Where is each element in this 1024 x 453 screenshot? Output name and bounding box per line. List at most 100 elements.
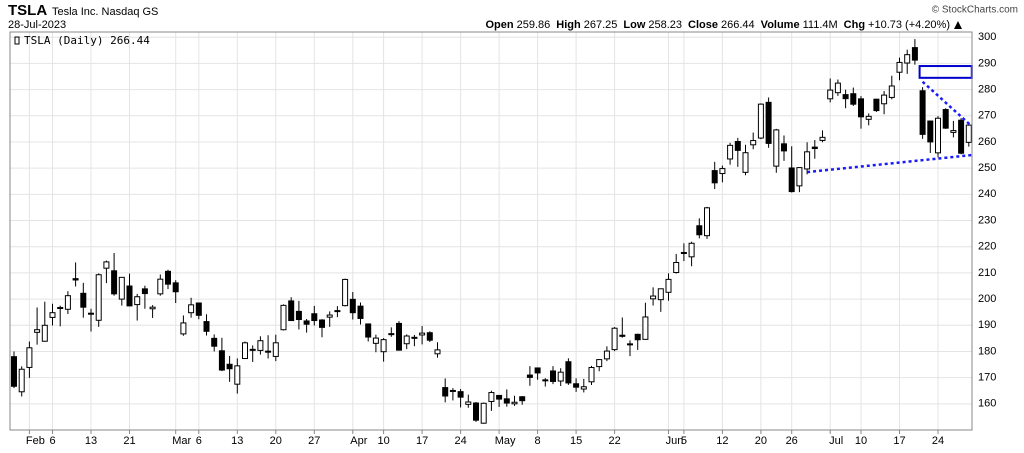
quote-value: 258.23 — [648, 19, 682, 31]
candle-body — [542, 379, 549, 382]
candle-body — [804, 151, 811, 170]
candle-body — [149, 306, 156, 310]
quote-value: +10.73 (+4.20%) — [868, 19, 950, 31]
candle-body — [211, 337, 218, 347]
candle-body — [642, 316, 649, 340]
candle-body — [49, 312, 56, 318]
candle-body — [303, 320, 310, 325]
candle-body — [18, 368, 25, 393]
candle-body — [704, 207, 710, 237]
candle-body — [958, 119, 965, 154]
candle-body — [388, 333, 395, 336]
x-tick-label: 15 — [570, 435, 582, 447]
candle-body — [727, 144, 734, 160]
x-tick-label: 13 — [85, 435, 97, 447]
candle-body — [711, 170, 718, 184]
candle-body — [750, 140, 757, 146]
plot-area: 160 170 180 190 200 210 220 230 240 250 260 270 280 2… — [10, 31, 996, 447]
candle-body — [88, 312, 94, 315]
quote-value: 259.86 — [517, 19, 551, 31]
candle-body — [734, 141, 741, 151]
quote: Open 259.86 High 267.25 Low 258.23 Close 266.44… — [486, 19, 951, 31]
candle-body — [742, 152, 749, 173]
candle-body — [288, 300, 295, 322]
candle-body — [519, 396, 526, 402]
x-tick-label: Apr — [350, 435, 367, 447]
y-tick-label: 300 — [978, 31, 996, 43]
candle-body — [111, 270, 118, 295]
candle-body — [226, 363, 233, 370]
candle-body — [811, 146, 818, 150]
candle-body — [842, 94, 849, 100]
candle-body — [796, 167, 803, 187]
candle-body — [688, 242, 695, 258]
x-tick-label: 10 — [377, 435, 389, 447]
candle-body — [272, 342, 279, 357]
candle-body — [218, 350, 225, 371]
candle-body — [565, 361, 572, 384]
candle-body — [950, 130, 957, 133]
y-tick-label: 290 — [978, 57, 996, 69]
x-tick-label: 20 — [755, 435, 767, 447]
y-tick-label: 270 — [978, 110, 996, 122]
candle-body — [819, 136, 826, 141]
y-tick-label: 190 — [978, 319, 996, 331]
candle-body — [781, 143, 787, 152]
x-tick-label: 12 — [716, 435, 728, 447]
y-tick-label: 220 — [978, 241, 996, 253]
candle-body — [34, 329, 41, 333]
candle-body — [419, 332, 426, 336]
candle-body — [57, 306, 64, 310]
candle-body — [935, 117, 941, 154]
candle-body — [480, 402, 487, 424]
candle-body — [141, 288, 148, 295]
x-tick-label: 24 — [454, 435, 466, 447]
x-tick-label: 17 — [416, 435, 428, 447]
candle-body — [249, 348, 256, 351]
x-tick-label: 22 — [608, 435, 620, 447]
candle-body — [673, 261, 680, 274]
candle-body — [858, 98, 864, 118]
candle-body — [311, 313, 318, 322]
x-tick-label: 5 — [681, 435, 687, 447]
candle-body — [603, 350, 610, 360]
quote-label: High — [556, 19, 581, 31]
candle-body — [526, 374, 533, 378]
company: Tesla Inc. Nasdaq GS — [52, 6, 158, 18]
y-tick-label: 200 — [978, 293, 996, 305]
candle-body — [257, 340, 264, 351]
candle-body — [873, 98, 880, 112]
candle-body — [326, 314, 333, 318]
candle-body — [134, 296, 141, 306]
candle-body — [588, 367, 595, 383]
candle-body — [334, 310, 341, 313]
candle-body — [919, 90, 926, 135]
x-tick-label: 10 — [855, 435, 867, 447]
quote-label: Close — [688, 19, 718, 31]
candle-body — [896, 61, 903, 73]
candle-body — [573, 383, 580, 388]
candle-body — [203, 321, 210, 332]
candle-body — [773, 129, 780, 167]
candle-body — [188, 304, 195, 314]
candle-body — [580, 386, 587, 390]
candle-body — [426, 332, 433, 341]
x-tick-label: Jun — [666, 435, 684, 447]
candle-body — [172, 282, 179, 293]
candle-body — [165, 270, 171, 285]
y-tick-label: 180 — [978, 345, 996, 357]
candle-body — [650, 295, 657, 300]
candle-body — [596, 359, 603, 368]
up-arrow — [954, 21, 962, 29]
y-tick-label: 210 — [978, 267, 996, 279]
symbol: TSLA — [8, 2, 47, 19]
quote-label: Low — [623, 19, 645, 31]
plot-border — [9, 31, 973, 431]
candle-body — [103, 261, 110, 269]
candle-body — [342, 278, 349, 307]
x-tick-label: 17 — [893, 435, 905, 447]
candle-body — [319, 319, 325, 328]
candle-body — [396, 322, 402, 351]
candle-body — [26, 347, 33, 368]
